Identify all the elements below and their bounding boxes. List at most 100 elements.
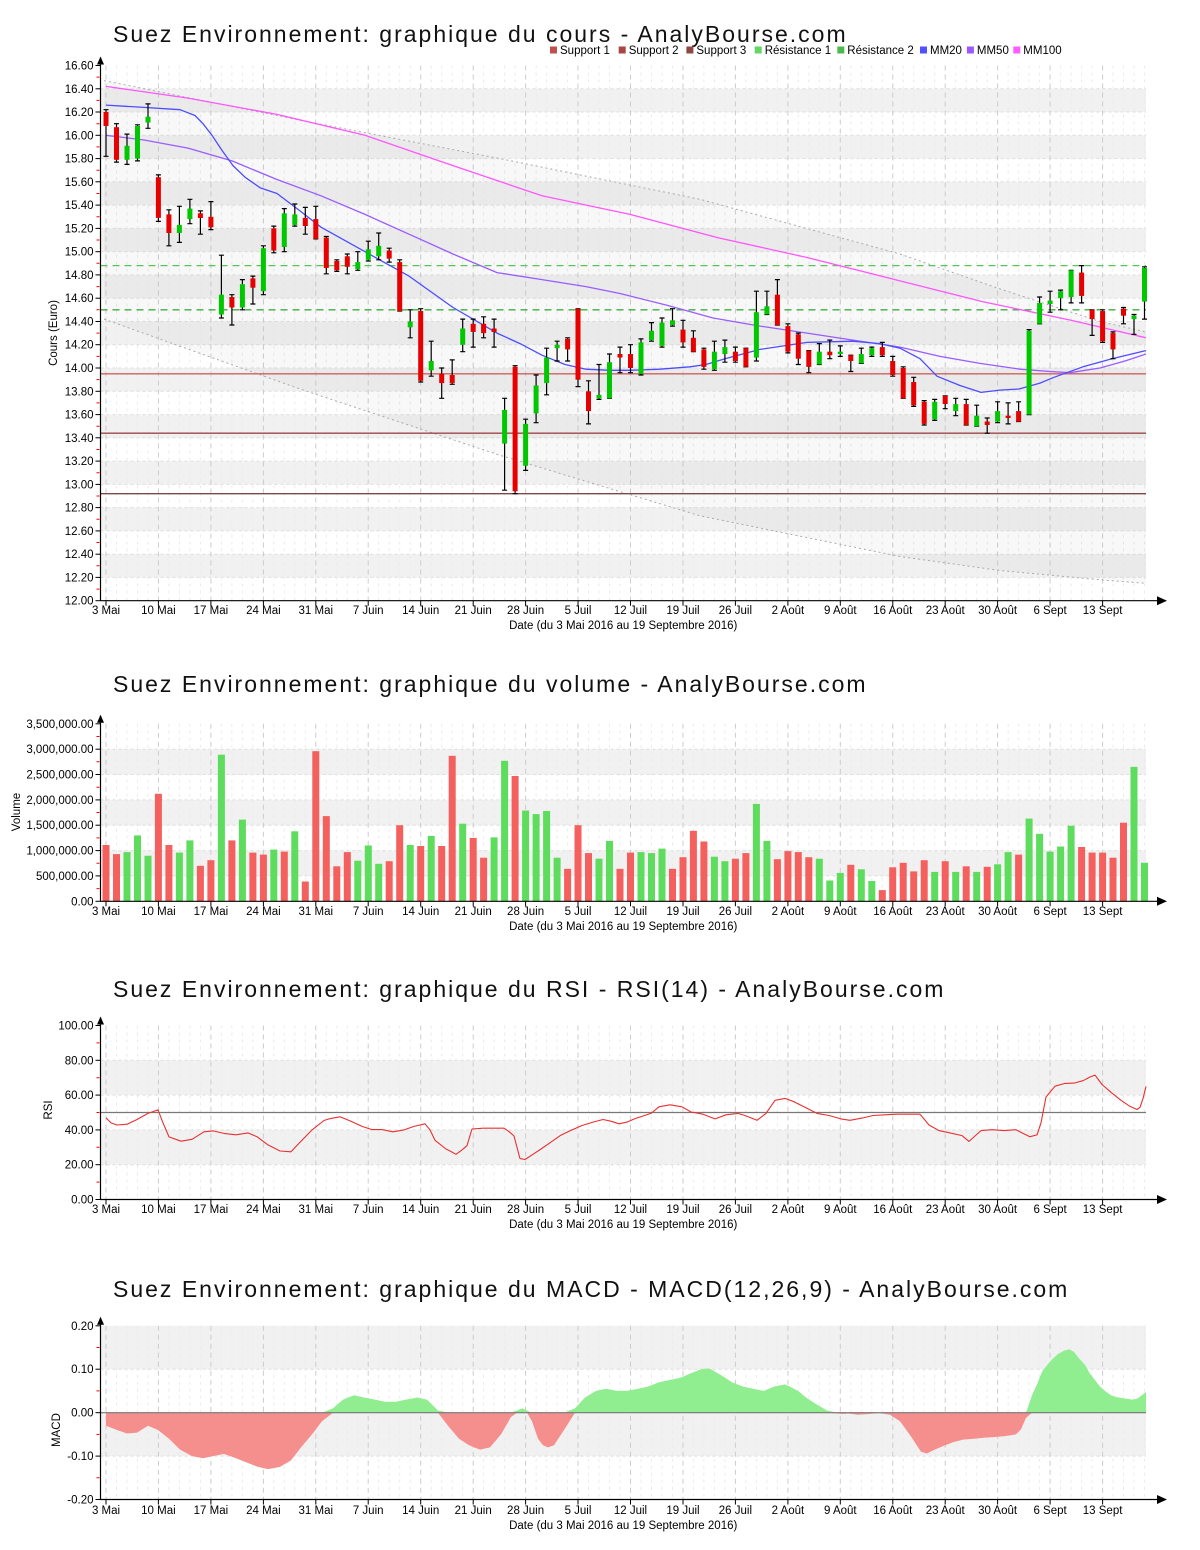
svg-text:31 Mai: 31 Mai — [299, 605, 334, 617]
svg-text:12 Juil: 12 Juil — [614, 1505, 647, 1517]
svg-text:9 Août: 9 Août — [824, 1505, 857, 1517]
svg-text:19 Juil: 19 Juil — [666, 1204, 699, 1216]
svg-text:24 Mai: 24 Mai — [246, 605, 281, 617]
svg-text:0.00: 0.00 — [71, 1195, 93, 1207]
svg-text:13.20: 13.20 — [65, 456, 94, 468]
svg-text:15.40: 15.40 — [65, 200, 94, 212]
svg-text:3,500,000.00: 3,500,000.00 — [26, 719, 93, 731]
svg-text:17 Mai: 17 Mai — [194, 906, 229, 918]
svg-text:13.00: 13.00 — [65, 479, 94, 491]
svg-text:7 Juin: 7 Juin — [353, 605, 384, 617]
svg-text:17 Mai: 17 Mai — [194, 1505, 229, 1517]
svg-text:17 Mai: 17 Mai — [194, 605, 229, 617]
svg-text:16 Août: 16 Août — [873, 605, 913, 617]
svg-text:12.40: 12.40 — [65, 549, 94, 561]
svg-text:14 Juin: 14 Juin — [402, 1505, 439, 1517]
svg-text:Date (du 3 Mai 2016 au 19 Sept: Date (du 3 Mai 2016 au 19 Septembre 2016… — [509, 620, 737, 632]
svg-text:9 Août: 9 Août — [824, 605, 857, 617]
svg-text:19 Juil: 19 Juil — [666, 1505, 699, 1517]
svg-text:24 Mai: 24 Mai — [246, 1505, 281, 1517]
svg-text:26 Juil: 26 Juil — [719, 1505, 752, 1517]
svg-text:14.20: 14.20 — [65, 340, 94, 352]
svg-text:12 Juil: 12 Juil — [614, 906, 647, 918]
svg-text:MM20: MM20 — [930, 45, 962, 57]
svg-text:2,500,000.00: 2,500,000.00 — [26, 770, 93, 782]
svg-text:5 Juil: 5 Juil — [565, 605, 592, 617]
svg-text:MACD: MACD — [51, 1413, 63, 1447]
svg-text:31 Mai: 31 Mai — [299, 906, 334, 918]
svg-text:60.00: 60.00 — [65, 1090, 94, 1102]
svg-text:0.10: 0.10 — [71, 1364, 93, 1376]
svg-text:7 Juin: 7 Juin — [353, 1204, 384, 1216]
svg-text:Support 3: Support 3 — [696, 45, 746, 57]
svg-text:2 Août: 2 Août — [772, 906, 805, 918]
svg-text:16.60: 16.60 — [65, 61, 94, 73]
svg-text:Date (du 3 Mai 2016 au 19 Sept: Date (du 3 Mai 2016 au 19 Septembre 2016… — [509, 1219, 737, 1231]
svg-text:Résistance 2: Résistance 2 — [847, 45, 913, 57]
svg-text:12.00: 12.00 — [65, 596, 94, 608]
svg-text:Support 1: Support 1 — [560, 45, 610, 57]
svg-text:28 Juin: 28 Juin — [507, 605, 544, 617]
svg-text:13.40: 13.40 — [65, 433, 94, 445]
svg-text:14.40: 14.40 — [65, 317, 94, 329]
svg-text:-0.10: -0.10 — [67, 1451, 93, 1463]
svg-text:23 Août: 23 Août — [926, 1505, 966, 1517]
svg-text:9 Août: 9 Août — [824, 906, 857, 918]
svg-text:1,000,000.00: 1,000,000.00 — [26, 846, 93, 858]
svg-text:Suez Environnement: graphique: Suez Environnement: graphique du MACD - … — [113, 1276, 1069, 1302]
svg-text:16.40: 16.40 — [65, 84, 94, 96]
svg-text:14.60: 14.60 — [65, 293, 94, 305]
svg-text:30 Août: 30 Août — [978, 1505, 1018, 1517]
svg-text:9 Août: 9 Août — [824, 1204, 857, 1216]
svg-text:2,000,000.00: 2,000,000.00 — [26, 795, 93, 807]
svg-text:16.00: 16.00 — [65, 130, 94, 142]
svg-text:16 Août: 16 Août — [873, 906, 913, 918]
svg-text:14 Juin: 14 Juin — [402, 1204, 439, 1216]
svg-text:14 Juin: 14 Juin — [402, 906, 439, 918]
svg-text:17 Mai: 17 Mai — [194, 1204, 229, 1216]
svg-text:Date (du 3 Mai 2016 au 19 Sept: Date (du 3 Mai 2016 au 19 Septembre 2016… — [509, 921, 737, 933]
svg-text:21 Juin: 21 Juin — [455, 906, 492, 918]
svg-text:2 Août: 2 Août — [772, 1505, 805, 1517]
svg-text:6 Sept: 6 Sept — [1033, 906, 1067, 918]
svg-text:23 Août: 23 Août — [926, 1204, 966, 1216]
svg-text:12 Juil: 12 Juil — [614, 1204, 647, 1216]
svg-text:80.00: 80.00 — [65, 1055, 94, 1067]
svg-text:15.00: 15.00 — [65, 247, 94, 259]
svg-text:28 Juin: 28 Juin — [507, 1505, 544, 1517]
svg-text:21 Juin: 21 Juin — [455, 1505, 492, 1517]
svg-text:16 Août: 16 Août — [873, 1505, 913, 1517]
svg-text:13.60: 13.60 — [65, 410, 94, 422]
svg-text:13 Sept: 13 Sept — [1083, 1204, 1123, 1216]
svg-text:10 Mai: 10 Mai — [141, 1505, 176, 1517]
svg-text:40.00: 40.00 — [65, 1125, 94, 1137]
svg-text:30 Août: 30 Août — [978, 906, 1018, 918]
svg-text:10 Mai: 10 Mai — [141, 906, 176, 918]
svg-text:5 Juil: 5 Juil — [565, 906, 592, 918]
svg-text:19 Juil: 19 Juil — [666, 605, 699, 617]
svg-text:26 Juil: 26 Juil — [719, 1204, 752, 1216]
svg-text:Suez Environnement: graphique: Suez Environnement: graphique du volume … — [113, 671, 868, 697]
svg-text:24 Mai: 24 Mai — [246, 1204, 281, 1216]
svg-text:Date (du 3 Mai 2016 au 19 Sept: Date (du 3 Mai 2016 au 19 Septembre 2016… — [509, 1520, 737, 1532]
svg-text:31 Mai: 31 Mai — [299, 1204, 334, 1216]
svg-text:10 Mai: 10 Mai — [141, 1204, 176, 1216]
svg-text:20.00: 20.00 — [65, 1160, 94, 1172]
svg-text:30 Août: 30 Août — [978, 605, 1018, 617]
svg-text:7 Juin: 7 Juin — [353, 1505, 384, 1517]
svg-text:13 Sept: 13 Sept — [1083, 605, 1123, 617]
svg-text:3 Mai: 3 Mai — [92, 605, 120, 617]
svg-text:6 Sept: 6 Sept — [1033, 1204, 1067, 1216]
svg-text:5 Juil: 5 Juil — [565, 1505, 592, 1517]
svg-text:2 Août: 2 Août — [772, 605, 805, 617]
svg-text:3 Mai: 3 Mai — [92, 1505, 120, 1517]
svg-text:Résistance 1: Résistance 1 — [765, 45, 831, 57]
svg-text:2 Août: 2 Août — [772, 1204, 805, 1216]
svg-text:19 Juil: 19 Juil — [666, 906, 699, 918]
svg-text:Support 2: Support 2 — [629, 45, 679, 57]
svg-text:Cours (Euro): Cours (Euro) — [48, 300, 60, 366]
svg-text:23 Août: 23 Août — [926, 605, 966, 617]
svg-text:26 Juil: 26 Juil — [719, 906, 752, 918]
svg-text:15.60: 15.60 — [65, 177, 94, 189]
svg-text:24 Mai: 24 Mai — [246, 906, 281, 918]
